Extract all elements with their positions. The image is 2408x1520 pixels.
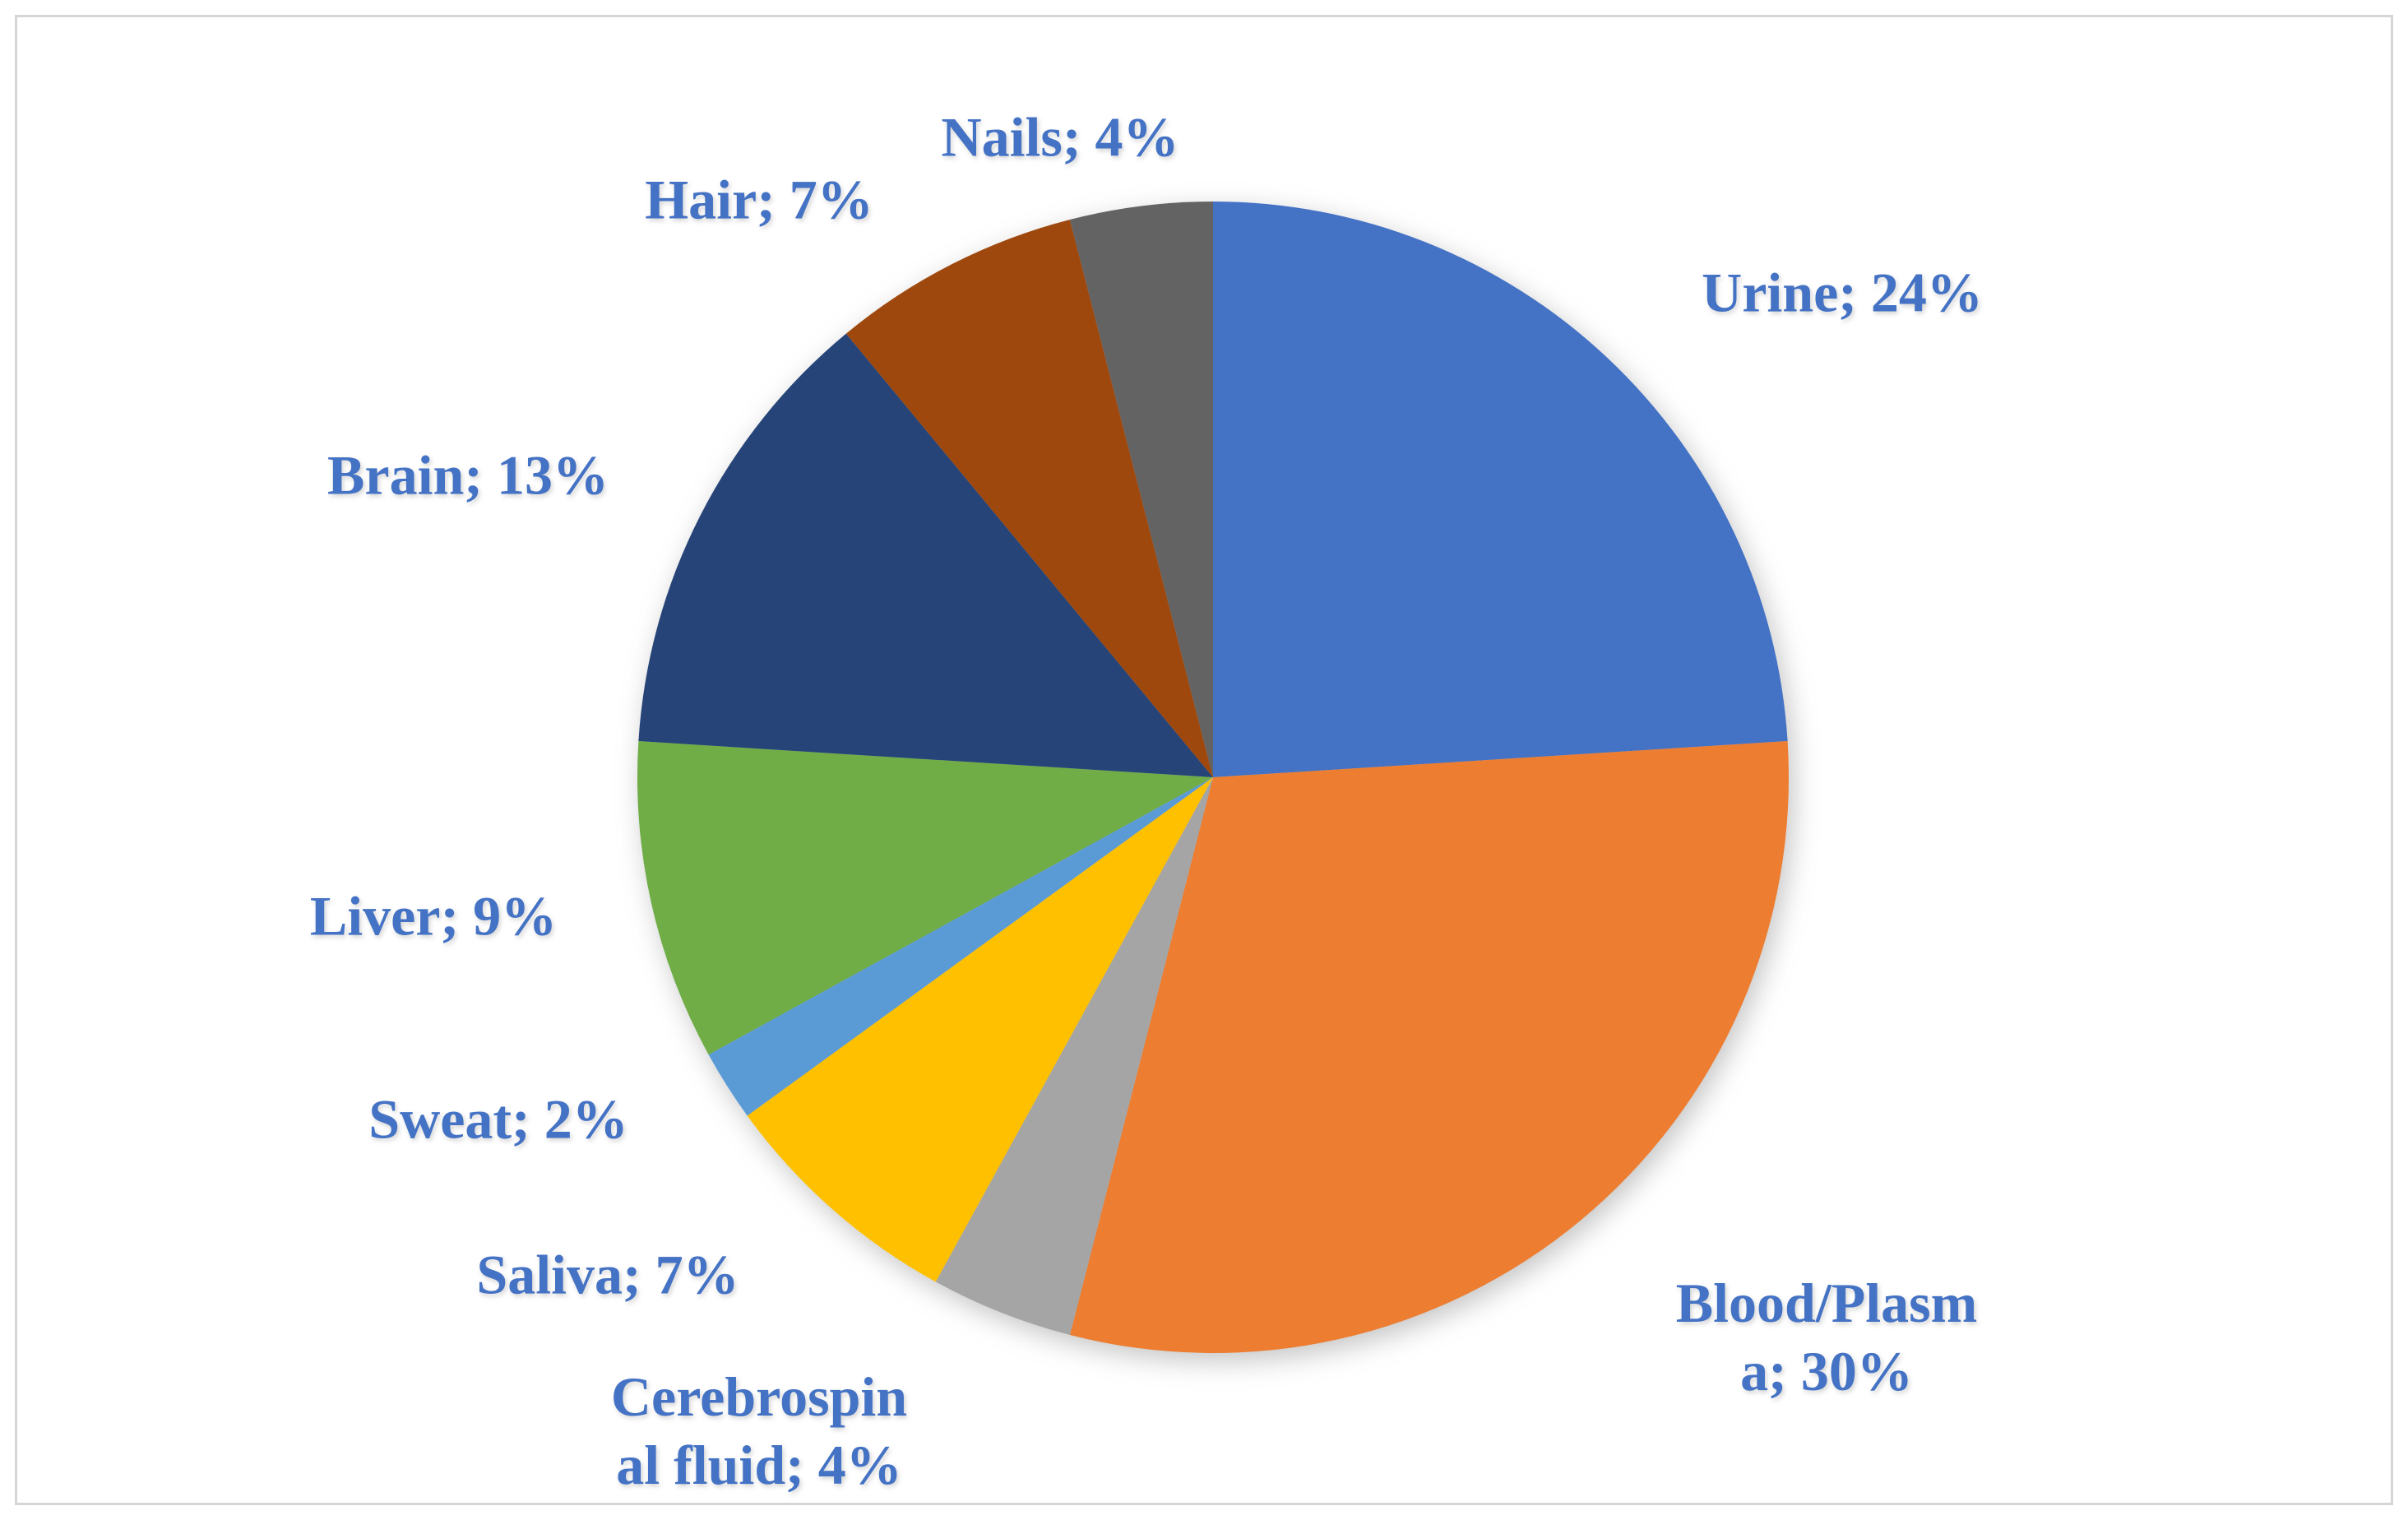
- data-label-brain: Brain; 13%: [327, 443, 609, 507]
- data-label-hair: Hair; 7%: [645, 168, 873, 231]
- pie-slices-group: [637, 202, 1790, 1354]
- pie-slice-nails: [1069, 202, 1213, 777]
- data-label-urine: Urine; 24%: [1702, 261, 1983, 324]
- pie-slice-urine: [1213, 202, 1788, 777]
- data-label-liver: Liver; 9%: [309, 884, 558, 948]
- data-label-saliva: Saliva; 7%: [476, 1243, 739, 1306]
- data-label-nails: Nails; 4%: [941, 105, 1179, 169]
- pie-slice-liver: [637, 741, 1213, 1055]
- pie-slice-cerebrospinal-fluid: [935, 777, 1213, 1336]
- pie-slice-hair: [845, 219, 1213, 777]
- data-label-cerebrospinal-fluid: Cerebrospin al fluid; 4%: [610, 1365, 908, 1496]
- data-label-blood-plasma: Blood/Plasm a; 30%: [1675, 1272, 1978, 1402]
- pie-slice-saliva: [747, 777, 1213, 1282]
- pie-slice-brain: [638, 333, 1213, 777]
- pie-slice-sweat: [708, 777, 1213, 1116]
- pie-slice-blood-plasma: [1069, 741, 1790, 1354]
- data-label-sweat: Sweat; 2%: [368, 1087, 628, 1151]
